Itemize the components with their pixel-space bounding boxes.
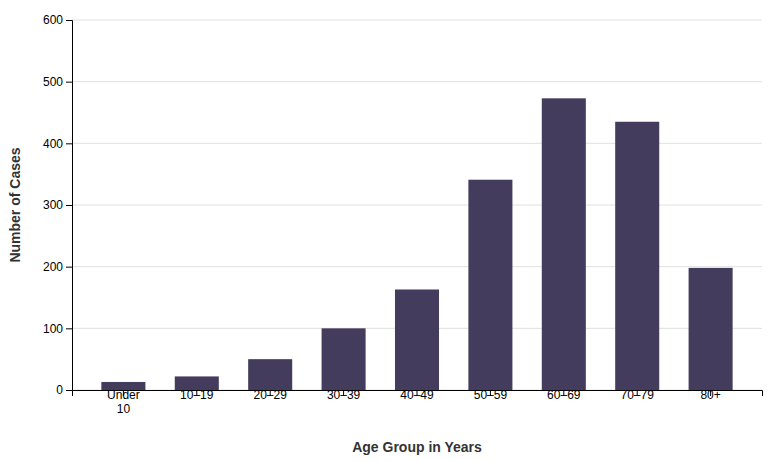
tick: 20–29 (254, 388, 288, 402)
y-axis: 0 100 200 300 400 500 600 (43, 13, 73, 397)
tick-mark (66, 205, 72, 206)
grid-line (72, 81, 762, 82)
tick-label: 40–49 (400, 388, 434, 402)
tick: 400 (43, 137, 72, 151)
tick-label: 20–29 (254, 388, 288, 402)
chart: 0 100 200 300 400 500 600 Under10 10–19 20–29 30–3… (0, 0, 782, 462)
tick: 500 (43, 75, 72, 89)
tick-label: 200 (43, 260, 63, 274)
tick-label-line: 80+ (700, 388, 720, 402)
bar (248, 359, 292, 390)
tick-label: 500 (43, 75, 63, 89)
tick: 200 (43, 260, 72, 274)
tick-label-line: Under (107, 388, 140, 402)
x-axis-title: Age Group in Years (352, 439, 482, 455)
tick-label: 60–69 (547, 388, 581, 402)
axis-line (66, 21, 73, 391)
tick-label: 300 (43, 198, 63, 212)
tick: 10–19 (180, 388, 214, 402)
tick: 100 (43, 322, 72, 336)
tick-label: 30–39 (327, 388, 361, 402)
tick-label-line: 20–29 (254, 388, 288, 402)
bar (689, 268, 733, 390)
grid-line (72, 20, 762, 21)
bar (542, 98, 586, 390)
tick: 600 (43, 13, 72, 27)
tick-mark (66, 390, 72, 391)
tick-label: 70–79 (621, 388, 655, 402)
tick: Under10 (107, 388, 140, 416)
tick: 300 (43, 198, 72, 212)
tick-mark (66, 82, 72, 83)
bar (395, 289, 439, 390)
grid (72, 20, 762, 390)
tick-label-line: 30–39 (327, 388, 361, 402)
tick: 70–79 (621, 388, 655, 402)
bar (615, 122, 659, 390)
tick-label: 0 (56, 383, 63, 397)
plot: 0 100 200 300 400 500 600 Under10 10–19 20–29 30–3… (43, 13, 763, 415)
tick-mark (66, 20, 72, 21)
x-axis: Under10 10–19 20–29 30–39 40–49 50–59 60–69 70–… (73, 388, 763, 416)
tick-mark (66, 143, 72, 144)
tick: 0 (56, 383, 72, 397)
bars (101, 98, 732, 390)
tick-mark (66, 267, 72, 268)
tick-label: 400 (43, 137, 63, 151)
tick-label-line: 70–79 (621, 388, 655, 402)
bar (322, 328, 366, 390)
y-axis-title: Number of Cases (7, 147, 23, 262)
tick-label: Under10 (107, 388, 140, 416)
tick-mark (66, 328, 72, 329)
tick-label-line: 10 (117, 402, 131, 416)
tick-label-line: 60–69 (547, 388, 581, 402)
tick-label: 50–59 (474, 388, 508, 402)
tick-label: 600 (43, 13, 63, 27)
tick-label-line: 50–59 (474, 388, 508, 402)
tick-label: 100 (43, 322, 63, 336)
tick: 30–39 (327, 388, 361, 402)
tick: 60–69 (547, 388, 581, 402)
tick: 40–49 (400, 388, 434, 402)
tick-label: 10–19 (180, 388, 214, 402)
tick-label: 80+ (700, 388, 720, 402)
tick: 80+ (700, 388, 720, 402)
tick: 50–59 (474, 388, 508, 402)
bar (468, 180, 512, 390)
tick-label-line: 40–49 (400, 388, 434, 402)
tick-label-line: 10–19 (180, 388, 214, 402)
